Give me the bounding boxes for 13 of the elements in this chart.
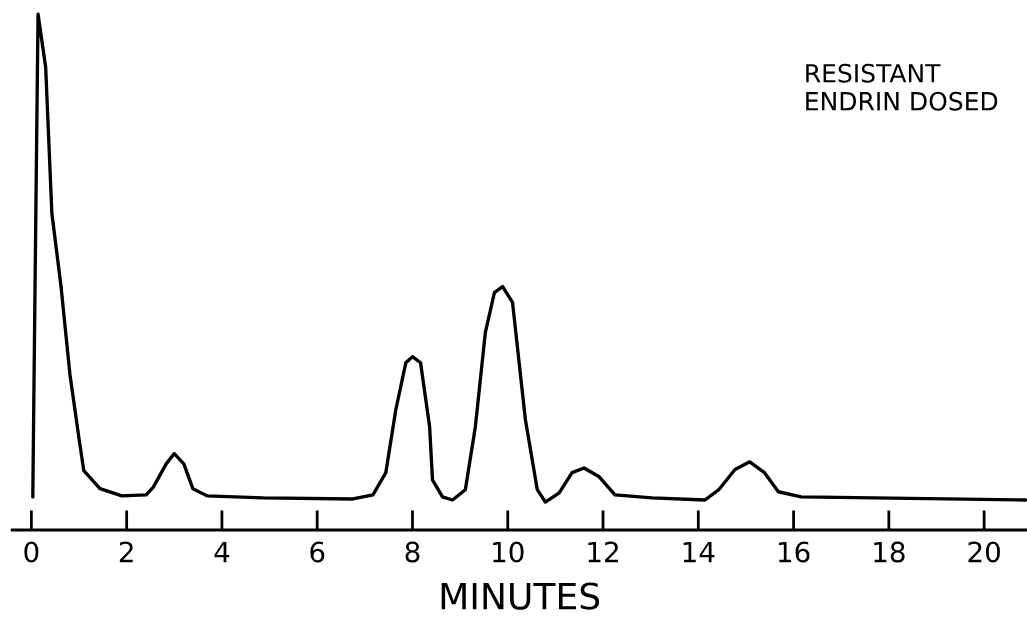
x-tick-label: 12 <box>588 541 618 563</box>
x-tick-label: 14 <box>683 541 715 563</box>
x-tick-label: 8 <box>405 541 420 563</box>
x-tick-label: 20 <box>968 541 1000 563</box>
annotation: RESISTANT ENDRIN DOSED <box>806 63 998 111</box>
x-tick-label: 4 <box>214 541 230 563</box>
x-tick-label: 2 <box>119 541 133 563</box>
x-axis-title: MINUTES <box>441 582 600 610</box>
x-tick-label: 6 <box>310 541 325 563</box>
x-tick-label: 0 <box>24 541 39 563</box>
x-tick-label: 18 <box>874 541 905 563</box>
x-tick-label: 16 <box>778 541 810 563</box>
x-tick-label: 10 <box>493 541 524 563</box>
